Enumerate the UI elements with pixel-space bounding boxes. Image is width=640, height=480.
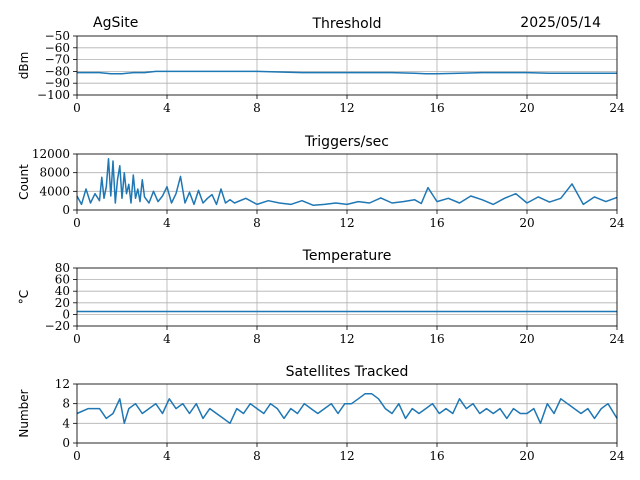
triggers-xtick-label-1: 4 [163,216,171,230]
threshold-panel: 0 4 8 12 16 20 24 −100−90−80−70−60−50 Threshold d… [17,16,625,115]
temperature-xtick-label-0: 0 [73,332,81,346]
threshold-xtick-label-1: 4 [163,101,171,115]
temperature-xtick-label-6: 24 [609,332,625,346]
date-label: 2025/05/14 [520,15,601,31]
triggers-series-line [76,157,618,207]
site-label: AgSite [93,15,138,31]
satellites-ytick-label-1: 4 [62,416,70,430]
threshold-ytick-label-1: −90 [45,76,70,90]
triggers-xtick-label-5: 20 [519,216,534,230]
temperature-ytick-label-2: 20 [55,296,70,310]
temperature-ylabel: °C [17,290,31,304]
satellites-ytick-label-3: 12 [55,377,70,391]
threshold-xtick-label-6: 24 [609,101,625,115]
satellites-xtick-label-6: 24 [609,449,625,463]
triggers-title: Triggers/sec [304,134,389,150]
temperature-ytick-label-3: 40 [55,284,70,298]
temperature-xtick-label-4: 16 [429,332,444,346]
temperature-xtick-label-2: 8 [253,332,261,346]
triggers-ytick-label-3: 12000 [32,147,70,161]
triggers-panel: 0 4 8 12 16 20 24 0 4000 8000 12000 Triggers/sec Cou… [17,134,625,230]
triggers-ytick-label-2: 8000 [39,166,70,180]
threshold-xtick-label-4: 16 [429,101,444,115]
threshold-xtick-label-2: 8 [253,101,261,115]
satellites-ytick-label-2: 8 [62,397,70,411]
temperature-xtick-label-3: 12 [339,332,354,346]
temperature-ytick-label-5: 80 [55,261,70,275]
triggers-xtick-label-6: 24 [609,216,625,230]
threshold-xtick-label-0: 0 [73,101,81,115]
triggers-xtick-label-4: 16 [429,216,444,230]
temperature-ytick-label-4: 60 [55,273,70,287]
threshold-ylabel: dBm [17,52,31,80]
satellites-xtick-label-4: 16 [429,449,444,463]
satellites-panel: 0 4 8 12 16 20 24 0 4 8 12 Satellites Tracked Number [17,364,625,463]
threshold-xtick-label-5: 20 [519,101,534,115]
threshold-series-line [77,70,617,75]
threshold-ytick-label-4: −60 [45,41,70,55]
threshold-ytick-label-2: −80 [45,64,70,78]
satellites-xtick-label-1: 4 [163,449,171,463]
temperature-ytick-label-0: −20 [45,319,70,333]
triggers-ytick-label-0: 0 [62,203,70,217]
satellites-series-line [76,393,618,425]
threshold-title: Threshold [312,16,382,32]
temperature-title: Temperature [302,248,392,264]
triggers-xtick-label-0: 0 [73,216,81,230]
triggers-xtick-label-3: 12 [339,216,354,230]
threshold-xtick-label-3: 12 [339,101,354,115]
triggers-xtick-label-2: 8 [253,216,261,230]
temperature-xtick-label-1: 4 [163,332,171,346]
threshold-ytick-label-0: −100 [37,88,70,102]
satellites-ytick-label-0: 0 [62,436,70,450]
temperature-xtick-label-5: 20 [519,332,534,346]
threshold-ytick-label-5: −50 [45,29,70,43]
triggers-ytick-label-1: 4000 [39,184,70,198]
temperature-ytick-label-1: 0 [62,307,70,321]
satellites-xtick-label-0: 0 [73,449,81,463]
threshold-ytick-label-3: −70 [45,53,70,67]
satellites-xtick-label-3: 12 [339,449,354,463]
satellites-xtick-label-2: 8 [253,449,261,463]
satellites-xtick-label-5: 20 [519,449,534,463]
triggers-ylabel: Count [17,164,31,200]
satellites-ylabel: Number [17,389,31,437]
satellites-title: Satellites Tracked [286,364,409,380]
